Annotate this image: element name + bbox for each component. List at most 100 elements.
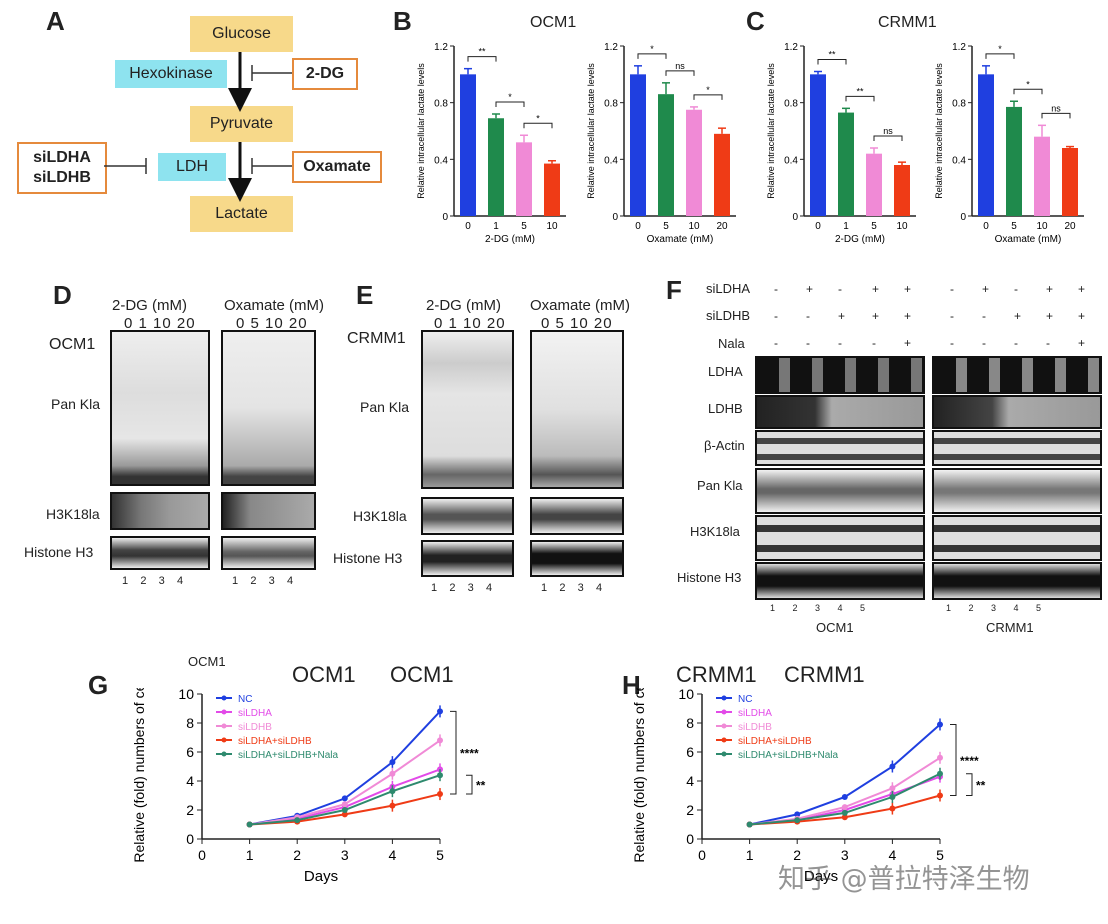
e-blot-pankla-2dg	[421, 330, 514, 489]
legend-marker-4	[221, 751, 227, 757]
x-tick-label: 4	[889, 847, 897, 863]
x-tick-label: 3	[841, 847, 849, 863]
chart-c-oxamate: 0 0.4 0.8 1.2 0 5 10 20 * * ns Oxamate (mM) Relative…	[934, 42, 1084, 245]
legend-label-0: NC	[238, 694, 252, 705]
panel-label-g: G	[88, 670, 109, 700]
legend-marker-4	[721, 751, 727, 757]
d-header-oxamate: Oxamate (mM)	[224, 297, 325, 314]
f-row-h3k18la: H3K18la	[690, 524, 740, 539]
bar-5	[658, 94, 674, 216]
y-tick-label: 4	[186, 773, 194, 789]
y-tick-label: 2	[186, 802, 194, 818]
y-tick-label: 6	[686, 744, 694, 760]
f-sign-ocm1-r0-c3: +	[872, 282, 880, 296]
sig-label: **	[856, 86, 864, 96]
point-s4-d3	[341, 807, 348, 813]
sig-label: **	[976, 779, 986, 793]
point-s4-d2	[294, 817, 301, 824]
f-sign-ocm1-r0-c2: -	[838, 282, 842, 296]
f-sign-ocm1-r2-c3: -	[872, 336, 876, 350]
y-tick-label: 0.8	[604, 99, 618, 110]
point-s0-d3	[341, 795, 348, 802]
y-tick-label: 6	[186, 744, 194, 760]
bar-10	[894, 165, 910, 216]
y-axis-label: Relative intracellular lactate levels	[934, 63, 944, 199]
sig-bracket	[637, 53, 667, 59]
bar-10	[544, 163, 560, 216]
panel-label-e: E	[356, 280, 374, 310]
x-tick-label: 10	[688, 221, 700, 232]
y-tick-label: 1.2	[604, 42, 618, 53]
d-cell-label: OCM1	[49, 336, 96, 353]
x-axis-label: 2-DG (mM)	[485, 234, 535, 245]
x-tick-label: 0	[698, 847, 706, 863]
legend-label-4: siLDHA+siLDHB+Nala	[238, 750, 338, 761]
f-sign-crmm1-r2-c0: -	[950, 336, 954, 350]
sig-label: ****	[960, 754, 979, 768]
hexokinase-box: Hexokinase	[115, 60, 227, 88]
y-tick-label: 4	[686, 773, 694, 789]
pathway-arrows	[104, 52, 292, 202]
f-sign-ocm1-r0-c4: +	[904, 282, 912, 296]
f-sign-crmm1-r0-c4: +	[1078, 282, 1086, 296]
sig-bracket	[817, 59, 847, 65]
sig-bracket	[1013, 88, 1043, 95]
f-ocm1-actin	[755, 430, 925, 466]
y-tick-label: 0	[792, 212, 798, 223]
x-tick-label: 5	[1011, 221, 1017, 232]
y-tick-label: 10	[178, 688, 194, 702]
y-tick-label: 0.4	[784, 155, 798, 166]
x-tick-label: 2	[293, 847, 301, 863]
legend-label-3: siLDHA+siLDHB	[738, 736, 812, 747]
ldh-box: LDH	[158, 153, 226, 181]
y-tick-label: 0	[960, 212, 966, 223]
legend-marker-3	[721, 737, 727, 743]
sig-label: *	[650, 44, 654, 54]
sig-label: ns	[883, 126, 893, 136]
x-axis-label: 2-DG (mM)	[835, 234, 885, 245]
e-blot-h3k18la-2dg	[421, 497, 514, 535]
x-tick-label: 20	[1064, 221, 1076, 232]
panel-b-title: OCM1	[530, 14, 577, 31]
x-tick-label: 5	[521, 221, 527, 232]
f-ocm1-pankla	[755, 468, 925, 514]
bar-20	[714, 133, 730, 216]
e-blot-histone-oxamate	[530, 540, 624, 577]
point-s3-d3	[841, 814, 848, 821]
sig-bracket	[873, 135, 903, 141]
legend-label-3: siLDHA+siLDHB	[238, 736, 312, 747]
g-title-2: OCM1	[390, 662, 454, 687]
f-ocm1-histone	[755, 562, 925, 600]
f-sign-ocm1-r2-c4: +	[904, 336, 912, 350]
f-row-silda: siLDHA	[706, 281, 751, 296]
bar-0	[630, 74, 646, 216]
d-blot-pankla-2dg	[110, 330, 210, 486]
f-crmm1-ldhb	[932, 395, 1102, 429]
point-s0-d2	[794, 811, 801, 818]
f-crmm1-pankla	[932, 468, 1102, 514]
x-tick-label: 0	[465, 221, 471, 232]
x-tick-label: 4	[389, 847, 397, 863]
d-lanes-oxamate: 1 2 3 4	[232, 575, 294, 587]
sig-label: *	[706, 85, 710, 95]
sig-label: *	[536, 113, 540, 123]
f-crmm1-ldha	[932, 356, 1102, 394]
d-conc-oxamate: 0 5 10 20	[236, 315, 308, 332]
sig-label: **	[828, 50, 836, 60]
sig-label: *	[1026, 79, 1030, 89]
legend-marker-1	[221, 709, 227, 715]
f-sign-crmm1-r2-c1: -	[982, 336, 986, 350]
sig-label: **	[478, 47, 486, 57]
sig-bracket	[845, 95, 875, 102]
d-blot-histone-2dg	[110, 536, 210, 570]
point-s2-d3	[841, 804, 848, 811]
d-blot-pankla-oxamate	[221, 330, 316, 486]
f-sign-ocm1-r2-c2: -	[838, 336, 842, 350]
y-tick-label: 0	[186, 831, 194, 847]
e-lanes-2dg: 1 2 3 4	[431, 582, 493, 594]
f-sign-crmm1-r0-c0: -	[950, 282, 954, 296]
f-sign-crmm1-r1-c2: +	[1014, 309, 1022, 323]
x-tick-label: 1	[843, 221, 849, 232]
f-sign-ocm1-r1-c3: +	[872, 309, 880, 323]
x-tick-label: 5	[936, 847, 944, 863]
